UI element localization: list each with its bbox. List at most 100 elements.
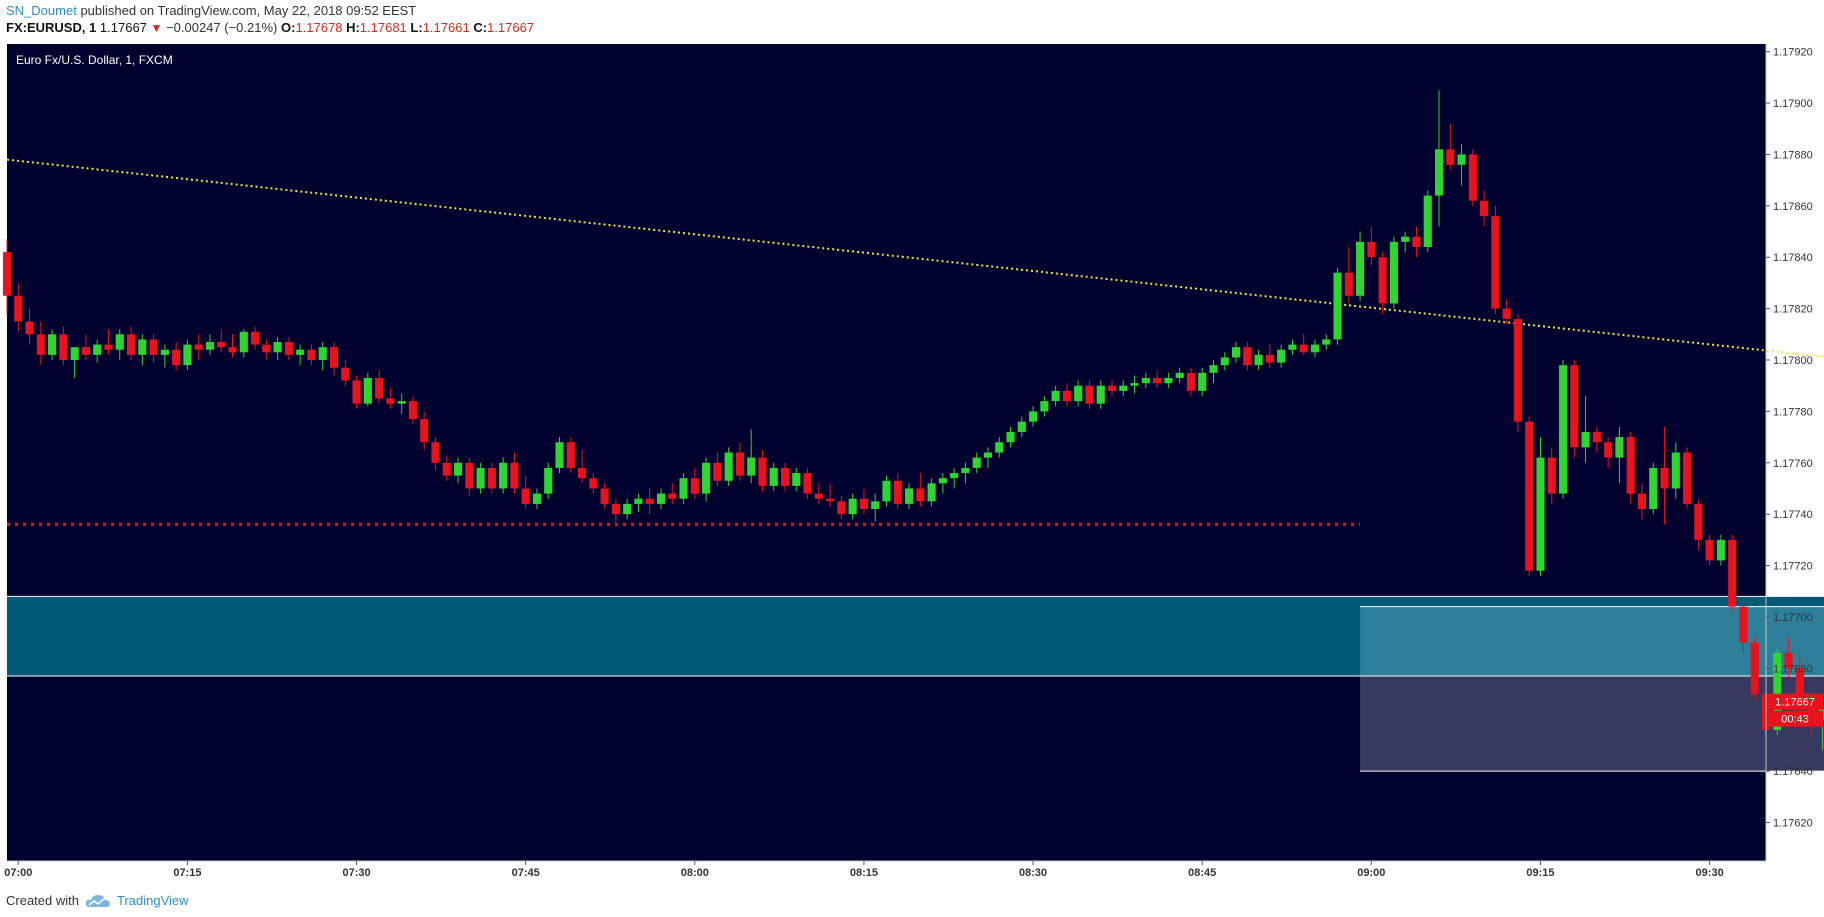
candle-up[interactable] [634, 493, 643, 512]
candle-up[interactable] [205, 334, 215, 355]
candle-up[interactable] [1333, 267, 1342, 345]
candle-up[interactable] [363, 372, 372, 407]
candle-down[interactable] [780, 462, 790, 492]
candle-down[interactable] [1637, 483, 1647, 520]
candle-up[interactable] [1141, 372, 1150, 389]
tradingview-link[interactable]: TradingView [116, 893, 189, 908]
price-axis[interactable]: 1.176201.176401.176601.176801.177001.177… [1766, 47, 1813, 830]
candle-down[interactable] [1525, 416, 1534, 576]
candle-down[interactable] [1412, 226, 1421, 258]
candle-up[interactable] [1051, 385, 1060, 407]
candle-up[interactable] [1277, 344, 1286, 368]
candle-down[interactable] [1784, 637, 1793, 679]
candle-up[interactable] [239, 329, 248, 358]
candle-down[interactable] [837, 496, 846, 520]
author-link[interactable]: SN_Doumet [6, 3, 77, 18]
candle-up[interactable] [499, 457, 508, 494]
candle-down[interactable] [375, 370, 384, 404]
candle-down[interactable] [1705, 534, 1714, 566]
candle-up[interactable] [476, 462, 485, 494]
candle-down[interactable] [611, 498, 620, 522]
candle-up[interactable] [1649, 462, 1658, 515]
candle-up[interactable] [1164, 372, 1173, 389]
candle-up[interactable] [138, 334, 147, 366]
candle-down[interactable] [1265, 344, 1274, 368]
candle-up[interactable] [1288, 339, 1297, 355]
candle-down[interactable] [566, 437, 575, 474]
candle-up[interactable] [160, 344, 169, 368]
candle-down[interactable] [262, 339, 271, 361]
candle-up[interactable] [70, 347, 79, 378]
candle-down[interactable] [1085, 380, 1094, 409]
candle-down[interactable] [521, 475, 530, 510]
candle-up[interactable] [93, 339, 102, 363]
candle-up[interactable] [1401, 231, 1410, 253]
candle-up[interactable] [1040, 395, 1049, 417]
candle-up[interactable] [115, 329, 124, 361]
candle-down[interactable] [1750, 637, 1759, 700]
candle-up[interactable] [679, 473, 688, 504]
candle-up[interactable] [792, 467, 801, 492]
candle-up[interactable] [1017, 416, 1026, 438]
candle-up[interactable] [397, 393, 406, 414]
candle-down[interactable] [1502, 298, 1511, 325]
candle-down[interactable] [1592, 426, 1601, 453]
candle-up[interactable] [1096, 380, 1105, 409]
candle-down[interactable] [1446, 123, 1455, 170]
candle-down[interactable] [420, 411, 429, 450]
candle-down[interactable] [577, 449, 587, 484]
candle-down[interactable] [431, 437, 440, 471]
candle-up[interactable] [1220, 352, 1229, 371]
candle-up[interactable] [961, 462, 970, 484]
candle-down[interactable] [1062, 383, 1071, 407]
candle-down[interactable] [1378, 252, 1387, 314]
candle-down[interactable] [408, 395, 417, 425]
candle-down[interactable] [126, 326, 136, 361]
candle-down[interactable] [465, 457, 474, 497]
candle-up[interactable] [183, 339, 192, 371]
candle-up[interactable] [1558, 360, 1568, 499]
candle-up[interactable] [938, 473, 947, 494]
candle-down[interactable] [1153, 370, 1162, 389]
candle-up[interactable] [983, 447, 993, 468]
candle-up[interactable] [318, 342, 327, 371]
candle-down[interactable] [510, 452, 519, 494]
candle-up[interactable] [950, 467, 959, 489]
candle-up[interactable] [724, 447, 733, 486]
candle-down[interactable] [1694, 498, 1703, 551]
candle-up[interactable] [904, 483, 914, 510]
candle-up[interactable] [995, 437, 1004, 458]
candle-up[interactable] [48, 329, 57, 361]
candle-up[interactable] [544, 462, 553, 499]
candle-down[interactable] [14, 282, 23, 332]
candle-down[interactable] [1604, 437, 1613, 468]
candle-up[interactable] [1198, 367, 1207, 396]
time-axis[interactable]: 07:00 07:15 07:30 07:45 08:00 08:15 08:30 08:45… [4, 861, 1824, 879]
candle-down[interactable] [172, 342, 181, 371]
candle-down[interactable] [104, 329, 113, 355]
candle-up[interactable] [1231, 342, 1241, 363]
candle-down[interactable] [589, 473, 598, 494]
candle-up[interactable] [972, 452, 981, 474]
candle-down[interactable] [228, 334, 237, 358]
candle-down[interactable] [1739, 601, 1748, 653]
candle-down[interactable] [803, 467, 812, 499]
candle-down[interactable] [307, 344, 316, 366]
candle-down[interactable] [25, 308, 34, 345]
candle-down[interactable] [36, 321, 45, 366]
candle-up[interactable] [453, 457, 463, 484]
candle-up[interactable] [871, 493, 880, 522]
candle-down[interactable] [1480, 190, 1489, 227]
candle-up[interactable] [1716, 534, 1725, 566]
candle-up[interactable] [1119, 380, 1128, 396]
candle-down[interactable] [341, 360, 350, 386]
candle-down[interactable] [329, 342, 339, 376]
candle-down[interactable] [1299, 334, 1308, 355]
candle-up[interactable] [1310, 339, 1320, 358]
candle-down[interactable] [916, 473, 925, 507]
candle-down[interactable] [758, 449, 767, 492]
candle-down[interactable] [1243, 342, 1252, 371]
candle-up[interactable] [1175, 367, 1184, 384]
candle-up[interactable] [296, 344, 305, 366]
candle-down[interactable] [1186, 367, 1196, 396]
